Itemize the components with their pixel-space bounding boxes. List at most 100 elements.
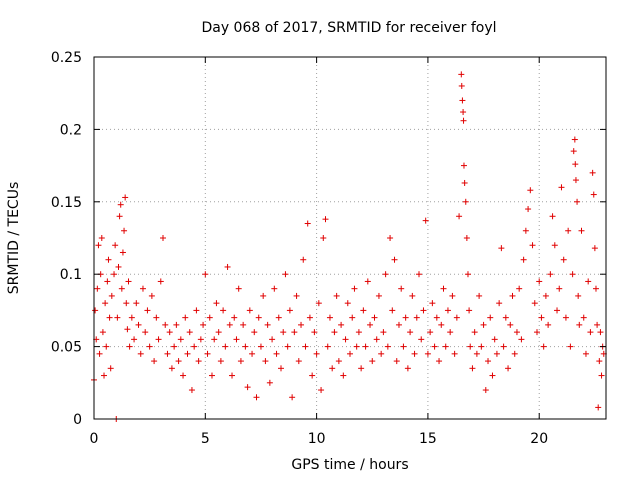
data-point bbox=[460, 117, 467, 124]
data-point bbox=[275, 314, 282, 321]
data-point bbox=[291, 329, 298, 336]
data-point bbox=[326, 314, 333, 321]
data-point bbox=[554, 307, 561, 314]
data-point bbox=[395, 321, 402, 328]
data-point bbox=[498, 245, 505, 252]
data-point bbox=[545, 321, 552, 328]
data-point bbox=[536, 278, 543, 285]
data-point bbox=[94, 285, 101, 292]
data-point bbox=[211, 336, 218, 343]
data-point bbox=[92, 307, 99, 314]
data-point bbox=[424, 350, 431, 357]
data-point bbox=[220, 307, 227, 314]
data-point bbox=[411, 350, 418, 357]
data-point bbox=[542, 292, 549, 299]
data-point bbox=[240, 321, 247, 328]
data-point bbox=[427, 329, 434, 336]
data-point bbox=[117, 201, 124, 208]
data-point bbox=[442, 343, 449, 350]
data-point bbox=[351, 285, 358, 292]
data-point bbox=[597, 329, 604, 336]
data-point bbox=[237, 358, 244, 365]
data-point bbox=[338, 321, 345, 328]
y-axis-label: SRMTID / TECUs bbox=[6, 182, 22, 295]
data-point bbox=[309, 372, 316, 379]
data-point bbox=[436, 358, 443, 365]
data-point bbox=[164, 350, 171, 357]
data-point bbox=[188, 387, 195, 394]
data-point bbox=[142, 329, 149, 336]
data-point bbox=[124, 326, 131, 333]
data-point bbox=[99, 329, 106, 336]
data-point bbox=[126, 343, 133, 350]
data-point bbox=[444, 307, 451, 314]
data-point bbox=[496, 300, 503, 307]
data-point bbox=[107, 365, 114, 372]
data-point bbox=[529, 242, 536, 249]
data-point bbox=[184, 350, 191, 357]
data-point bbox=[118, 285, 125, 292]
data-point bbox=[101, 372, 108, 379]
data-point bbox=[375, 292, 382, 299]
data-point bbox=[108, 292, 115, 299]
data-point bbox=[284, 343, 291, 350]
data-point bbox=[560, 256, 567, 263]
data-point bbox=[362, 343, 369, 350]
data-point bbox=[131, 336, 138, 343]
data-point bbox=[418, 336, 425, 343]
data-point bbox=[461, 179, 468, 186]
data-point bbox=[98, 235, 105, 241]
data-point bbox=[313, 350, 320, 357]
data-point bbox=[119, 249, 126, 256]
y-tick-label: 0.05 bbox=[51, 340, 82, 356]
data-point bbox=[115, 263, 122, 270]
data-point bbox=[324, 343, 331, 350]
y-tick-label: 0.25 bbox=[51, 50, 82, 66]
data-point bbox=[277, 365, 284, 372]
data-point bbox=[342, 336, 349, 343]
data-point bbox=[407, 329, 414, 336]
data-point bbox=[585, 278, 592, 285]
plot-frame bbox=[93, 56, 607, 420]
data-point bbox=[567, 343, 574, 350]
data-point bbox=[298, 321, 305, 328]
data-point bbox=[289, 394, 296, 401]
data-point bbox=[193, 307, 200, 314]
data-point bbox=[344, 300, 351, 307]
data-point bbox=[322, 216, 329, 223]
data-point bbox=[571, 136, 578, 143]
data-point bbox=[416, 271, 423, 278]
data-point bbox=[522, 227, 529, 234]
data-point bbox=[502, 314, 509, 321]
data-point bbox=[500, 343, 507, 350]
data-point bbox=[229, 372, 236, 379]
data-point bbox=[469, 365, 476, 372]
data-point bbox=[246, 307, 253, 314]
data-point bbox=[224, 263, 231, 270]
data-point bbox=[273, 350, 280, 357]
grid bbox=[94, 57, 606, 419]
data-point bbox=[306, 314, 313, 321]
data-point bbox=[102, 300, 109, 307]
data-point bbox=[331, 329, 338, 336]
data-point bbox=[589, 169, 596, 176]
data-point bbox=[302, 343, 309, 350]
data-point bbox=[449, 292, 456, 299]
data-point bbox=[255, 314, 262, 321]
data-point bbox=[594, 321, 601, 328]
data-point bbox=[96, 350, 103, 357]
data-point bbox=[116, 213, 123, 220]
data-point bbox=[551, 242, 558, 249]
data-point bbox=[489, 372, 496, 379]
data-point bbox=[387, 235, 394, 241]
data-point bbox=[320, 235, 327, 241]
data-point bbox=[467, 343, 474, 350]
data-point bbox=[123, 300, 130, 307]
data-point bbox=[249, 350, 256, 357]
data-point bbox=[329, 365, 336, 372]
data-point bbox=[367, 321, 374, 328]
data-point bbox=[505, 365, 512, 372]
y-tick-label: 0.1 bbox=[60, 267, 82, 283]
data-point bbox=[562, 314, 569, 321]
